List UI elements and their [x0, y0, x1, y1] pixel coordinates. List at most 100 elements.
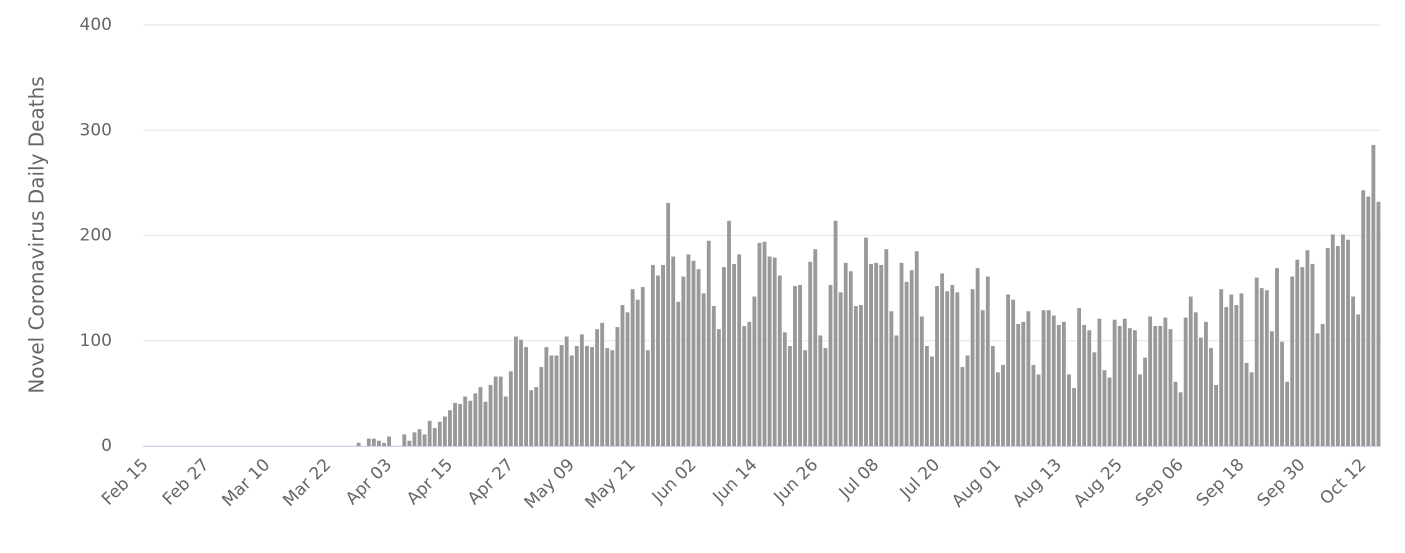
- bar: [585, 346, 589, 446]
- x-tick-label: Apr 27: [464, 455, 518, 509]
- bar: [417, 429, 422, 446]
- bar: [935, 286, 939, 446]
- bar: [519, 339, 523, 446]
- bar: [1051, 315, 1056, 446]
- bar: [508, 371, 513, 446]
- bar: [478, 387, 483, 446]
- x-tick-label: Aug 01: [948, 455, 1005, 512]
- bar: [635, 299, 640, 446]
- bar: [899, 262, 904, 446]
- bar: [422, 434, 427, 446]
- bar: [960, 367, 965, 446]
- bar: [620, 304, 625, 446]
- bar: [387, 436, 392, 446]
- bar: [1356, 314, 1361, 446]
- bar: [1376, 201, 1381, 446]
- bar: [737, 254, 742, 446]
- bar: [859, 304, 863, 446]
- bar: [1122, 318, 1127, 446]
- bar: [1061, 321, 1066, 446]
- bar: [1153, 326, 1158, 446]
- bar: [432, 428, 437, 446]
- bar: [1001, 364, 1005, 446]
- bar: [1041, 310, 1046, 446]
- bar: [965, 355, 970, 446]
- bar: [940, 273, 945, 446]
- x-tick-label: Apr 15: [403, 455, 457, 509]
- bar: [377, 440, 381, 446]
- bar: [747, 321, 752, 446]
- bar: [1214, 384, 1219, 446]
- bar: [767, 256, 772, 446]
- bar: [711, 306, 716, 446]
- bar: [1158, 326, 1163, 446]
- bar: [782, 332, 787, 446]
- bar: [473, 393, 478, 446]
- bar: [1148, 316, 1153, 446]
- bar: [813, 249, 818, 446]
- bar: [1264, 290, 1269, 446]
- bar: [1072, 388, 1076, 446]
- bar: [681, 276, 686, 446]
- bar: [539, 367, 544, 446]
- bar: [1280, 341, 1284, 446]
- x-tick-label: Aug 25: [1070, 455, 1127, 512]
- bar: [1229, 294, 1234, 446]
- bar: [382, 442, 386, 446]
- bar: [1087, 330, 1092, 446]
- bar: [716, 329, 721, 446]
- bar: [919, 316, 924, 446]
- bar: [437, 421, 442, 446]
- bar: [1275, 268, 1279, 446]
- bar: [493, 376, 498, 446]
- bar: [808, 261, 813, 446]
- x-tick-label: Aug 13: [1009, 455, 1066, 512]
- bar: [412, 432, 417, 446]
- x-tick-label: Jul 08: [835, 455, 883, 503]
- bar: [366, 438, 371, 446]
- bar: [407, 440, 412, 446]
- bar: [853, 306, 858, 446]
- x-tick-label: Apr 03: [342, 455, 396, 509]
- bar: [503, 396, 508, 446]
- bar: [980, 310, 985, 446]
- bar: [793, 286, 797, 446]
- x-tick-label: Mar 22: [279, 455, 335, 511]
- bar: [1320, 323, 1325, 446]
- bar: [402, 434, 407, 446]
- bar: [1107, 377, 1112, 446]
- bar: [996, 372, 1000, 446]
- bar: [1305, 250, 1310, 446]
- bar: [732, 263, 737, 446]
- bar: [453, 402, 457, 446]
- bar: [574, 346, 579, 446]
- bar: [448, 410, 452, 446]
- bar: [1224, 307, 1229, 446]
- x-tick-label: May 09: [521, 455, 579, 513]
- bar: [661, 264, 665, 446]
- bar: [848, 271, 853, 446]
- y-axis-title: Novel Coronavirus Daily Deaths: [25, 76, 49, 393]
- bar: [1335, 246, 1340, 446]
- bar: [625, 312, 630, 446]
- bar: [803, 350, 808, 446]
- bar: [762, 241, 767, 446]
- bar: [843, 262, 848, 446]
- bar: [513, 336, 518, 446]
- bar: [1132, 330, 1137, 446]
- bar: [590, 347, 594, 446]
- bar: [1127, 328, 1132, 446]
- bar: [727, 220, 731, 446]
- bar: [833, 220, 838, 446]
- bar: [757, 242, 762, 446]
- bar: [564, 336, 569, 446]
- bar: [1198, 337, 1203, 446]
- bar: [640, 287, 645, 446]
- bar: [1259, 288, 1264, 446]
- bar: [1173, 381, 1178, 446]
- x-tick-label: Jun 26: [770, 455, 823, 508]
- bar: [884, 249, 889, 446]
- bar: [1244, 362, 1249, 446]
